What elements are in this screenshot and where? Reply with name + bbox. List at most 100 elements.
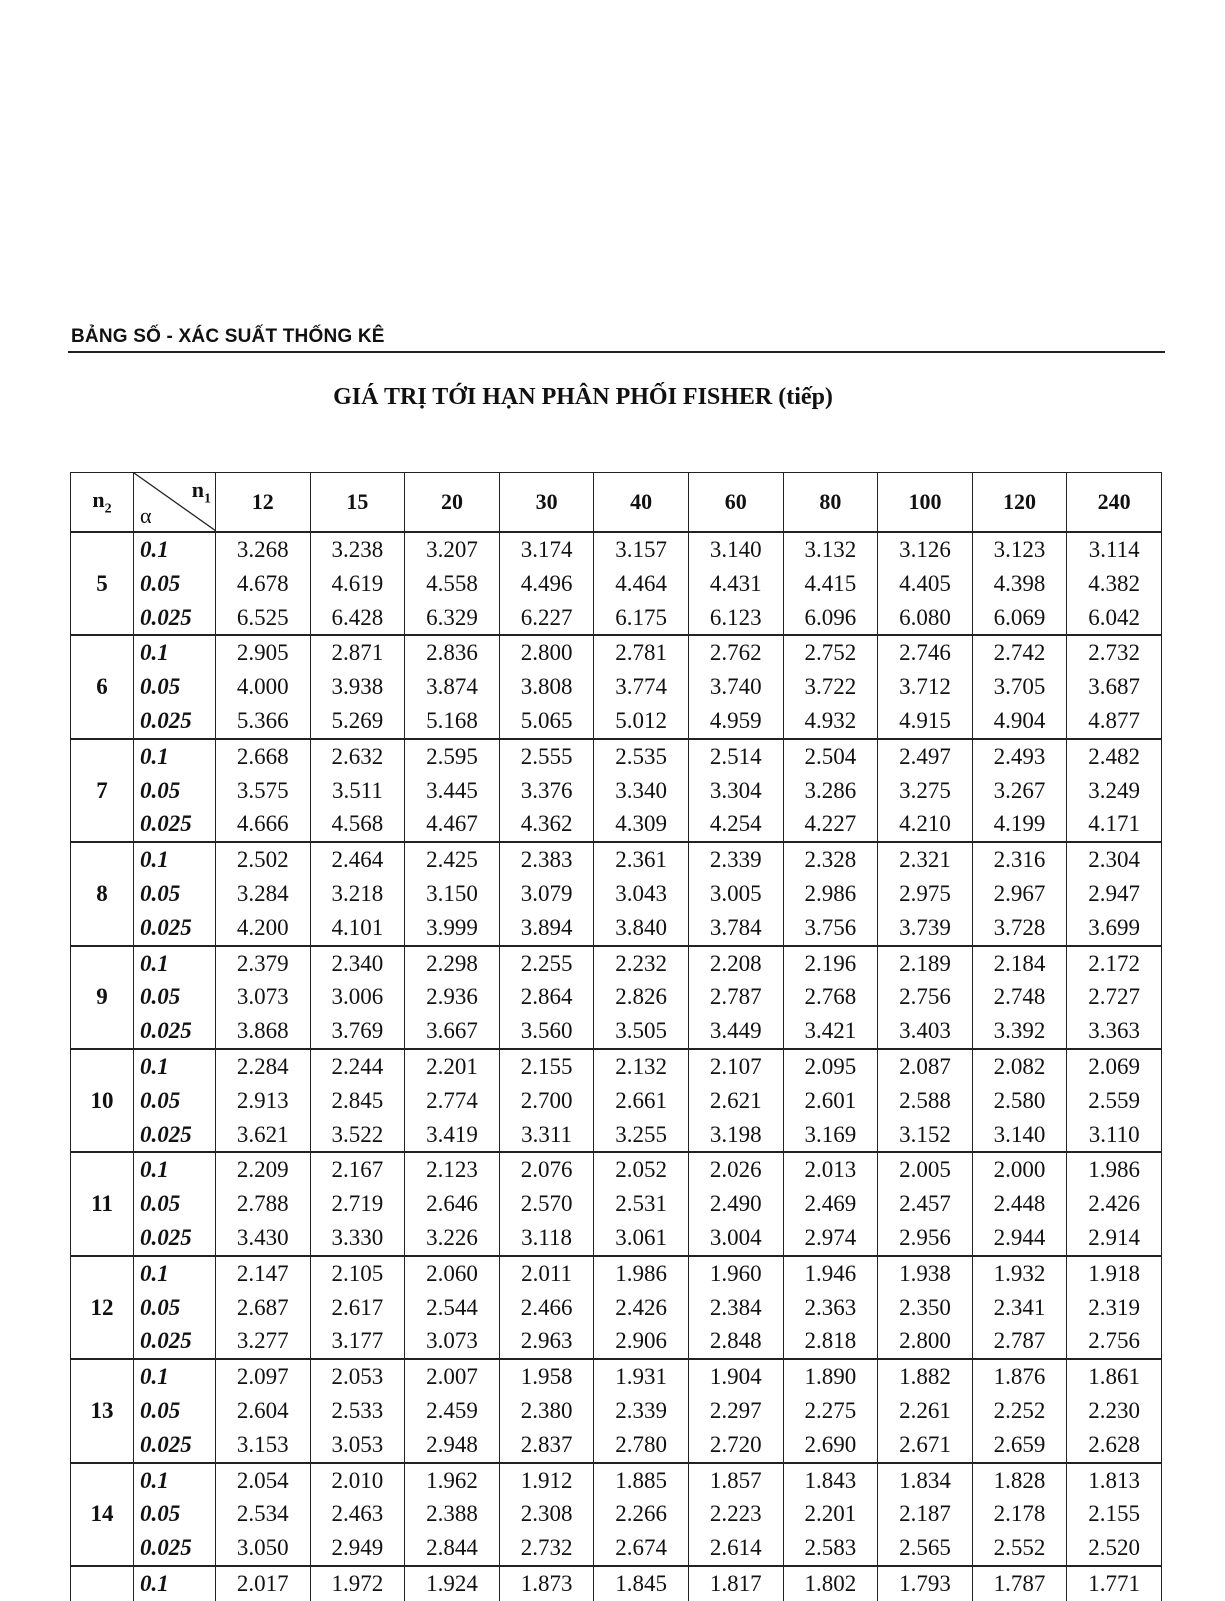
table-row: 8 0.1 2.502 2.464 2.425 2.383 2.361 2.339 2.328 2… [70, 841, 1162, 946]
critical-value-cell: 2.490 [687, 1187, 784, 1221]
critical-value-cell: 2.720 [687, 1427, 784, 1463]
alpha-value: 0.05 [133, 876, 216, 911]
table-row: 0.05 2.534 2.463 2.388 2.308 2.266 2.223 2.201 2… [71, 1497, 1162, 1532]
table-row: 0.025 3.277 3.177 3.073 2.963 2.906 2.848 2.818… [71, 1324, 1162, 1360]
critical-value-cell: 2.913 [215, 1083, 311, 1118]
critical-value-cell: 2.588 [877, 1083, 973, 1118]
critical-value-cell: 3.999 [404, 910, 500, 946]
critical-value-cell: 2.223 [687, 1497, 784, 1532]
alpha-value: 0.05 [133, 670, 216, 704]
critical-value-cell: 3.560 [498, 1014, 595, 1049]
alpha-value: 0.05 [133, 1290, 216, 1325]
critical-value-cell: 2.944 [971, 1220, 1068, 1256]
critical-value-cell: 2.053 [309, 1358, 406, 1394]
table-row: 5 0.1 3.268 3.238 3.207 3.174 3.157 3.140 3.132 3… [70, 530, 1162, 636]
critical-value-cell: 2.132 [593, 1047, 689, 1084]
critical-value-cell: 2.340 [309, 944, 406, 981]
critical-value-cell: 2.308 [498, 1497, 595, 1532]
critical-value-cell: 2.082 [971, 1047, 1068, 1084]
critical-value-cell: 5.366 [215, 703, 311, 739]
critical-value-cell: 2.448 [971, 1187, 1068, 1221]
critical-value-cell: 2.781 [593, 634, 689, 671]
critical-value-cell: 2.555 [498, 737, 595, 774]
critical-value-cell: 3.705 [971, 670, 1068, 704]
n2-value: 13 [70, 1358, 134, 1463]
alpha-value: 0.05 [133, 1187, 216, 1221]
critical-value-cell: 3.110 [1066, 1117, 1162, 1153]
critical-value-cell: 3.363 [1066, 1014, 1162, 1049]
critical-value-cell: 1.885 [593, 1461, 689, 1498]
critical-value-cell: 2.425 [404, 841, 500, 877]
table-row: 0.05 3.575 3.511 3.445 3.376 3.340 3.304 3.286 3… [71, 773, 1162, 808]
table-row: 6 0.1 2.905 2.871 2.836 2.800 2.781 2.762 2.752 2… [70, 634, 1162, 739]
alpha-value: 0.025 [133, 703, 216, 739]
critical-value-cell: 1.931 [593, 1358, 689, 1394]
critical-value-cell: 2.752 [782, 634, 879, 671]
table-row: 0.025 3.430 3.330 3.226 3.118 3.061 3.004 2.974… [71, 1220, 1162, 1256]
alpha-value: 0.025 [133, 1531, 216, 1566]
critical-value-cell: 4.558 [404, 566, 500, 601]
critical-value-cell: 1.882 [877, 1358, 973, 1394]
critical-value-cell: 3.739 [877, 910, 973, 946]
critical-value-cell: 4.000 [215, 670, 311, 704]
critical-value-cell: 2.361 [593, 841, 689, 877]
n2-value: 5 [70, 530, 134, 636]
critical-value-cell: 4.227 [782, 807, 879, 843]
critical-value-cell: 1.828 [971, 1461, 1068, 1498]
critical-value-cell: 2.026 [687, 1151, 784, 1188]
critical-value-cell: 3.340 [593, 773, 689, 808]
critical-value-cell: 4.467 [404, 807, 500, 843]
critical-value-cell: 3.140 [687, 531, 784, 567]
critical-value-cell: 4.171 [1066, 807, 1162, 843]
critical-value-cell: 4.666 [215, 807, 311, 843]
running-header: BẢNG SỐ - XÁC SUẤT THỐNG KÊ [71, 326, 385, 347]
critical-value-cell: 2.178 [971, 1497, 1068, 1532]
critical-value-cell: 2.787 [687, 980, 784, 1015]
critical-value-cell: 2.565 [877, 1531, 973, 1566]
critical-value-cell: 2.187 [877, 1497, 973, 1532]
critical-value-cell: 2.535 [593, 737, 689, 774]
critical-value-cell: 3.157 [593, 531, 689, 567]
critical-value-cell: 1.986 [593, 1254, 689, 1291]
critical-value-cell: 2.936 [404, 980, 500, 1015]
critical-value-cell: 4.915 [877, 703, 973, 739]
alpha-value: 0.1 [133, 1461, 216, 1498]
n2-value: 9 [70, 944, 134, 1049]
alpha-value: 0.05 [133, 1393, 216, 1428]
critical-value-cell: 3.511 [309, 773, 406, 808]
critical-value-cell: 3.207 [404, 531, 500, 567]
critical-value-cell: 6.069 [971, 600, 1068, 636]
critical-value-cell: 2.768 [782, 980, 879, 1015]
critical-value-cell: 1.904 [687, 1358, 784, 1394]
n2-value: 8 [70, 841, 134, 946]
critical-value-cell: 2.383 [498, 841, 595, 877]
critical-value-cell: 2.570 [498, 1187, 595, 1221]
table-row: 0.05 3.284 3.218 3.150 3.079 3.043 3.005 2.986 2… [71, 876, 1162, 911]
critical-value-cell: 2.010 [309, 1461, 406, 1498]
critical-value-cell: 5.168 [404, 703, 500, 739]
critical-value-cell: 1.813 [1066, 1461, 1162, 1498]
critical-value-cell: 2.845 [309, 1083, 406, 1118]
critical-value-cell: 4.431 [687, 566, 784, 601]
critical-value-cell: 3.140 [971, 1117, 1068, 1153]
header-rule [68, 351, 1165, 353]
column-header-n1-12: 12 [215, 472, 311, 533]
critical-value-cell: 2.687 [215, 1290, 311, 1325]
critical-value-cell: 3.073 [404, 1324, 500, 1360]
critical-value-cell: 3.769 [309, 1014, 406, 1049]
critical-value-cell: 3.330 [309, 1220, 406, 1256]
critical-value-cell: 4.101 [309, 910, 406, 946]
alpha-value: 0.1 [133, 1151, 216, 1188]
critical-value-cell: 2.668 [215, 737, 311, 774]
critical-value-cell: 3.522 [309, 1117, 406, 1153]
critical-value-cell: 2.617 [309, 1290, 406, 1325]
column-header-n1-100: 100 [877, 472, 973, 533]
critical-value-cell: 1.771 [1066, 1564, 1162, 1601]
critical-value-cell: 2.746 [877, 634, 973, 671]
critical-value-cell: 2.298 [404, 944, 500, 981]
critical-value-cell: 2.604 [215, 1393, 311, 1428]
table-row: 0.05 2.604 2.533 2.459 2.380 2.339 2.297 2.275 2… [71, 1393, 1162, 1428]
critical-value-cell: 3.687 [1066, 670, 1162, 704]
critical-value-cell: 2.244 [309, 1047, 406, 1084]
table-row: 0.025 5.366 5.269 5.168 5.065 5.012 4.959 4.932… [71, 703, 1162, 739]
